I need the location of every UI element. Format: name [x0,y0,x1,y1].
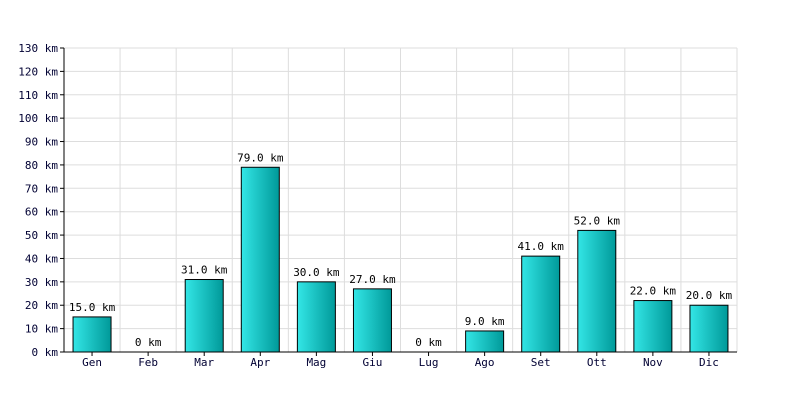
x-tick-label: Giu [363,356,383,369]
x-tick-label: Nov [643,356,663,369]
data-label: 20.0 km [686,289,733,302]
y-tick-label: 110 km [18,89,58,102]
bar-set [521,255,561,353]
bars [72,166,729,353]
y-tick-label: 90 km [25,136,58,149]
x-tick-label: Mag [306,356,326,369]
x-tick-label: Dic [699,356,719,369]
data-label: 52.0 km [574,214,621,227]
bar-mag [296,281,336,353]
axes [60,47,737,356]
y-tick-label: 70 km [25,182,58,195]
y-tick-label: 40 km [25,252,58,265]
data-label: 27.0 km [349,273,396,286]
y-tick-label: 60 km [25,206,58,219]
bar-apr [240,166,280,353]
data-label: 15.0 km [69,301,116,314]
bar-dic [689,304,729,353]
data-label: 79.0 km [237,151,284,164]
bar-mar [184,279,224,353]
data-label: 30.0 km [293,266,340,279]
y-tick-label: 0 km [32,346,59,359]
data-label: 41.0 km [518,240,565,253]
y-tick-label: 130 km [18,42,58,55]
bar-giu [352,288,392,353]
labels: 0 km 10 km 20 km 30 km 40 km 50 km 60 km 70 km 8… [18,42,732,369]
bar-nov [633,300,673,353]
bar-ago [465,330,505,353]
data-label: 9.0 km [465,315,505,328]
data-label: 31.0 km [181,264,228,277]
x-tick-label: Mar [194,356,214,369]
x-tick-label: Set [531,356,551,369]
bar-gen [72,316,112,353]
data-label: 0 km [415,336,442,349]
grid [63,47,738,353]
y-tick-label: 50 km [25,229,58,242]
x-tick-label: Apr [250,356,270,369]
y-tick-label: 20 km [25,299,58,312]
y-tick-label: 100 km [18,112,58,125]
data-label: 0 km [135,336,162,349]
y-tick-label: 120 km [18,65,58,78]
y-tick-label: 80 km [25,159,58,172]
x-tick-label: Lug [419,356,439,369]
bar-ott [577,229,617,353]
x-tick-label: Gen [82,356,102,369]
data-label: 22.0 km [630,285,677,298]
y-tick-label: 10 km [25,323,58,336]
x-tick-label: Feb [138,356,158,369]
x-tick-label: Ago [475,356,495,369]
x-tick-label: Ott [587,356,607,369]
y-tick-label: 30 km [25,276,58,289]
